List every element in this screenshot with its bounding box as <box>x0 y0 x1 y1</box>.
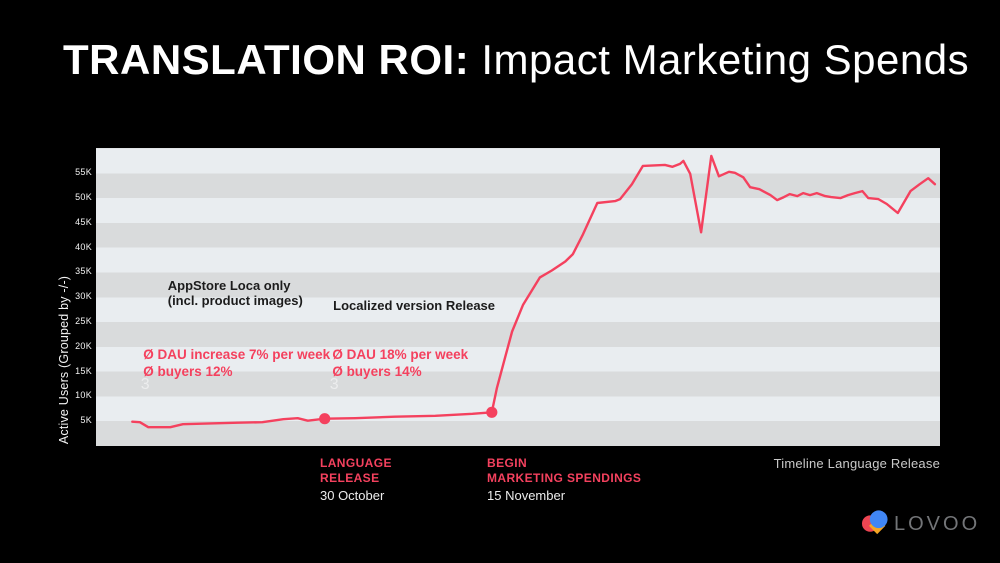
annotation-dau-increase-1: Ø DAU increase 7% per week Ø buyers 12% <box>143 346 330 380</box>
event-title-line: MARKETING SPENDINGS <box>487 470 642 485</box>
annotation-dau-increase-2: Ø DAU 18% per week Ø buyers 14% <box>332 346 468 380</box>
annotation-line: (incl. product images) <box>167 293 303 309</box>
x-axis-caption: Timeline Language Release <box>773 456 940 471</box>
event-language-release: LANGUAGE RELEASE 30 October <box>320 456 392 503</box>
event-title-line: BEGIN <box>487 456 528 470</box>
lovoo-heart-icon <box>862 510 888 535</box>
y-tick-label: 35K <box>75 266 92 277</box>
title-rest: Impact Marketing Spends <box>469 36 970 83</box>
y-tick-label: 15K <box>75 365 92 376</box>
event-date: 15 November <box>487 488 566 503</box>
y-tick-label: 5K <box>80 415 92 426</box>
annotation-line: AppStore Loca only <box>167 277 291 293</box>
annotation-line: Ø buyers 14% <box>332 364 422 380</box>
y-axis-ticks: 5K 10K 15K 20K 25K 30K 35K 40K 45K 50K 55K <box>0 148 92 446</box>
line-chart-svg <box>131 154 937 429</box>
y-tick-label: 20K <box>75 340 92 351</box>
annotation-localized-release: Localized version Release <box>333 298 495 314</box>
plot-area: AppStore Loca only (incl. product images… <box>96 148 940 446</box>
title-emphasis: TRANSLATION ROI: <box>63 36 470 83</box>
y-tick-label: 25K <box>75 316 92 327</box>
event-title-line: RELEASE <box>320 470 380 485</box>
event-marker-dot <box>319 413 331 425</box>
faint-watermark: 3 <box>140 375 150 393</box>
y-tick-label: 40K <box>75 241 92 252</box>
annotation-line: Ø DAU 18% per week <box>332 347 469 363</box>
annotation-line: Localized version Release <box>333 297 496 313</box>
page-title: TRANSLATION ROI: Impact Marketing Spends <box>63 36 969 84</box>
active-users-line <box>131 154 937 429</box>
y-tick-label: 10K <box>75 390 92 401</box>
event-title: BEGIN MARKETING SPENDINGS <box>487 456 641 485</box>
event-begin-marketing: BEGIN MARKETING SPENDINGS 15 November <box>487 456 641 503</box>
event-marker-dot <box>486 406 498 418</box>
annotation-appstore-loca: AppStore Loca only (incl. product images… <box>168 278 303 309</box>
event-title: LANGUAGE RELEASE <box>320 456 392 485</box>
logo-wordmark: LOVOO <box>894 512 981 535</box>
y-tick-label: 45K <box>75 216 92 227</box>
event-date: 30 October <box>320 488 385 503</box>
annotation-line: Ø buyers 12% <box>143 364 233 380</box>
event-title-line: LANGUAGE <box>320 456 392 470</box>
y-tick-label: 30K <box>75 291 92 302</box>
faint-watermark: 3 <box>329 375 339 393</box>
y-tick-label: 50K <box>75 192 92 203</box>
y-tick-label: 55K <box>75 167 92 178</box>
annotation-line: Ø DAU increase 7% per week <box>143 347 331 363</box>
lovoo-logo: LOVOO <box>862 506 980 540</box>
